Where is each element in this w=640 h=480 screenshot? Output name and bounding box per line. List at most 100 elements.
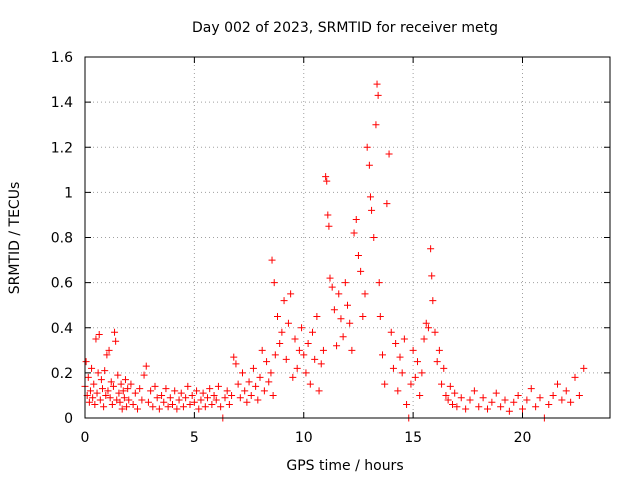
ticks-layer: 0 0.2 0.4 0.6 0.8 1 1.2 1.4 1.6 0 5 10 15 20 (51, 50, 610, 446)
data-point (357, 267, 365, 275)
data-point (89, 394, 97, 402)
data-point (236, 394, 244, 402)
data-point (204, 394, 211, 402)
data-point (326, 274, 334, 282)
data-point (278, 328, 286, 336)
data-point (221, 394, 229, 402)
data-point (444, 396, 452, 404)
y-tick-label: 0.2 (51, 366, 73, 382)
data-point (291, 335, 299, 343)
data-point (324, 211, 332, 219)
data-point (197, 396, 205, 404)
data-point (519, 405, 526, 413)
data-point (510, 398, 518, 406)
data-point (249, 364, 257, 372)
data-point (287, 290, 295, 298)
y-axis-label: SRMTID / TECUs (7, 182, 23, 295)
data-point (252, 382, 260, 390)
data-point (195, 405, 203, 413)
data-point (372, 121, 380, 129)
data-point (140, 371, 148, 379)
data-point (497, 403, 505, 411)
data-point (354, 252, 362, 260)
data-point (268, 256, 276, 264)
data-point (403, 400, 411, 408)
data-point (451, 389, 459, 397)
data-point (396, 353, 404, 361)
data-point (374, 91, 382, 99)
data-point (267, 369, 275, 377)
data-point (370, 234, 378, 241)
data-point (352, 215, 360, 223)
data-point (212, 396, 220, 404)
data-point (114, 371, 122, 379)
data-point (438, 380, 446, 388)
data-point (108, 400, 116, 408)
y-tick-label: 0.6 (51, 276, 73, 292)
data-point (373, 80, 381, 88)
data-point (319, 346, 327, 354)
data-point (112, 337, 120, 345)
data-point (179, 403, 187, 411)
data-point (153, 394, 161, 402)
data-point (505, 407, 513, 415)
data-point (91, 400, 99, 408)
data-point (389, 364, 397, 372)
data-point (385, 150, 393, 158)
data-point (124, 385, 132, 393)
data-point (545, 400, 553, 408)
data-point (175, 396, 183, 404)
data-point (96, 396, 104, 404)
y-tick-label: 0.4 (51, 321, 73, 337)
y-tick-label: 1.4 (51, 95, 73, 111)
data-point (177, 389, 185, 397)
data-point (256, 373, 264, 381)
data-point (514, 391, 522, 399)
data-point (118, 405, 126, 413)
data-point (359, 312, 367, 320)
data-point (376, 312, 384, 320)
data-point (125, 396, 133, 404)
data-point (479, 394, 487, 402)
data-point (420, 335, 428, 343)
data-point (375, 279, 383, 287)
data-point (523, 396, 531, 404)
data-point (484, 405, 491, 413)
data-point (270, 279, 278, 287)
data-point (317, 360, 325, 368)
data-point (92, 335, 100, 343)
data-point (306, 380, 314, 388)
data-point (104, 387, 112, 395)
data-point (182, 394, 190, 402)
data-point (348, 346, 356, 354)
data-point (400, 335, 408, 343)
data-point (470, 387, 478, 395)
data-point (462, 405, 470, 413)
data-point (144, 398, 152, 406)
data-point (84, 373, 92, 381)
data-point (311, 355, 319, 363)
data-point (295, 346, 303, 354)
data-point (532, 403, 540, 411)
data-point (368, 206, 376, 214)
data-point (335, 290, 343, 298)
data-point (101, 367, 109, 375)
data-point (247, 391, 255, 399)
y-tick-label: 0 (64, 411, 73, 427)
data-point (418, 369, 426, 377)
data-point (102, 391, 110, 399)
data-point (562, 387, 570, 395)
data-point (337, 315, 345, 323)
data-point (107, 378, 115, 386)
data-point (346, 319, 354, 327)
data-point (199, 389, 207, 397)
data-point (422, 319, 430, 327)
data-point (416, 391, 424, 399)
data-point (330, 306, 338, 314)
data-point (173, 405, 181, 413)
data-point (155, 405, 163, 413)
data-point (411, 373, 419, 381)
data-point (392, 340, 400, 348)
x-tick-label: 20 (514, 430, 532, 446)
data-point (225, 400, 233, 408)
